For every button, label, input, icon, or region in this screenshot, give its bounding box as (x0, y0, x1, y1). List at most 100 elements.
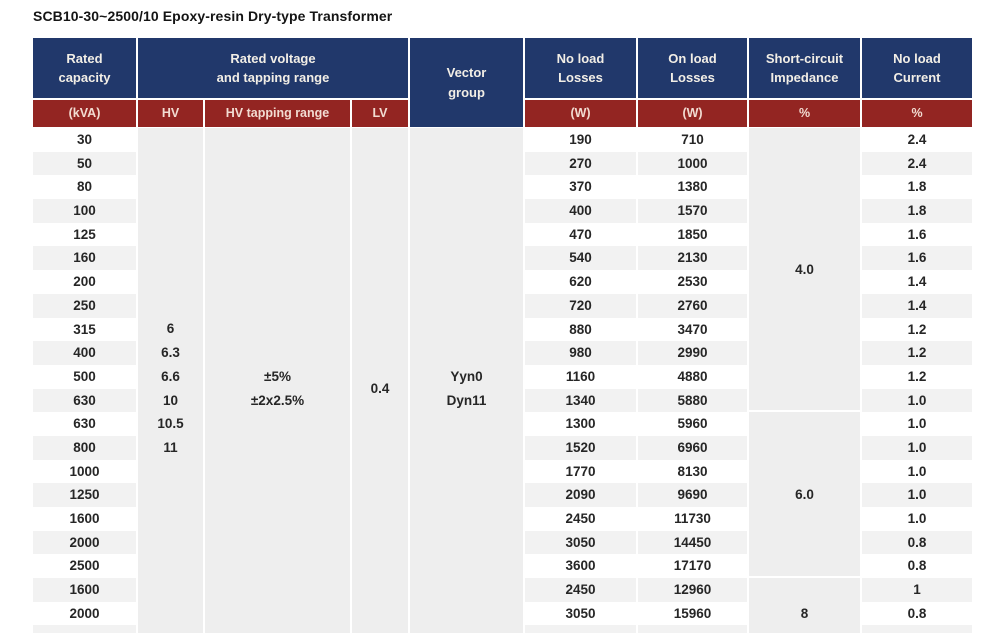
cell-kva: 315 (33, 317, 136, 342)
cell-i0: 1.4 (862, 293, 972, 318)
cell-p0: 400 (525, 199, 636, 223)
cell-pk: 11730 (638, 507, 747, 531)
unit-current-pct: % (861, 99, 973, 128)
cell-p0: 2450 (525, 507, 636, 531)
cell-i0: 1.0 (862, 388, 972, 413)
cell-i0: 1.2 (862, 341, 972, 365)
merged-cell-hv: 6 6.3 6.6 10 10.5 11 (137, 128, 204, 633)
unit-hv: HV (137, 99, 204, 128)
table-header: Rated capacity Rated voltage and tapping… (32, 37, 973, 128)
cell-kva: 200 (33, 270, 136, 294)
cell-p0: 880 (525, 317, 636, 342)
cell-kva: 630 (33, 388, 136, 413)
cell-pk: 15960 (638, 601, 747, 626)
cell-pk: 17170 (638, 554, 747, 579)
merged-cell-line: 10 (162, 392, 179, 408)
merged-cell-line: Dyn11 (446, 392, 487, 408)
cell-p0: 720 (525, 293, 636, 318)
cell-pk: 2530 (638, 270, 747, 294)
cell-i0: 1.0 (862, 412, 972, 436)
column-rated-capacity: 30 50 80 100 125 160 200 250 315 400 500 630 630 800 1… (32, 128, 137, 633)
cell-p0: 1160 (525, 364, 636, 389)
header-rated-voltage: Rated voltage and tapping range (137, 37, 409, 99)
cell-i0: 0.8 (862, 554, 972, 579)
merged-cell-line: 10.5 (157, 416, 184, 432)
cell-i0: 1.4 (862, 270, 972, 294)
header-rated-capacity: Rated capacity (32, 37, 137, 99)
unit-no-load-w: (W) (524, 99, 637, 128)
merged-cell-line: ±5% (264, 368, 291, 384)
cell-pk: 14450 (638, 530, 747, 555)
cell-i0: 1 (862, 578, 972, 602)
cell-kva: 30 (33, 128, 136, 152)
unit-hv-tapping-range: HV tapping range (204, 99, 351, 128)
cell-p0: 470 (525, 222, 636, 247)
impedance-group-cell: 4.0 (749, 128, 860, 413)
cell-kva: 1000 (33, 459, 136, 484)
header-short-circuit-impedance: Short-circuit Impedance (748, 37, 861, 99)
cell-pk: 12960 (638, 578, 747, 602)
cell-kva: 160 (33, 246, 136, 271)
cell-p0: 540 (525, 246, 636, 271)
cell-kva: 250 (33, 293, 136, 318)
cell-p0: 1520 (525, 435, 636, 460)
cell-pk: 9690 (638, 483, 747, 507)
cell-p0: 270 (525, 151, 636, 176)
cell-i0: 1.2 (862, 317, 972, 342)
cell-i0: 1.2 (862, 364, 972, 389)
column-on-load-losses: 710 1000 1380 1570 1850 2130 2530 2760 3470 2990 4… (637, 128, 748, 633)
cell-kva: 1600 (33, 578, 136, 602)
cell-kva: 1250 (33, 483, 136, 507)
cell-p0: 3050 (525, 530, 636, 555)
column-no-load-current: 2.4 2.4 1.8 1.8 1.6 1.6 1.4 1.4 1.2 1.2 1.2 1.0 1.0 1… (861, 128, 973, 633)
cell-kva: 400 (33, 341, 136, 365)
cell-pk: 8130 (638, 459, 747, 484)
merged-cell-line: Yyn0 (450, 368, 483, 384)
cell-kva: 80 (33, 175, 136, 200)
column-no-load-losses: 190 270 370 400 470 540 620 720 880 980 1160 1340 13… (524, 128, 637, 633)
cell-kva: 500 (33, 364, 136, 389)
cell-i0: 1.0 (862, 483, 972, 507)
cell-p0: 1340 (525, 388, 636, 413)
cell-kva: 630 (33, 412, 136, 436)
cell-kva: 800 (33, 435, 136, 460)
cell-kva: 50 (33, 151, 136, 176)
cell-i0: 1.0 (862, 507, 972, 531)
cell-p0: 3050 (525, 601, 636, 626)
cell-pk: 5880 (638, 388, 747, 413)
cell-kva: 1600 (33, 507, 136, 531)
transformer-spec-table: Rated capacity Rated voltage and tapping… (32, 37, 973, 633)
table-body: 30 50 80 100 125 160 200 250 315 400 500 630 630 800 1… (32, 128, 973, 633)
cell-i0: 1.0 (862, 435, 972, 460)
cell-p0: 1300 (525, 412, 636, 436)
cell-pk: 6960 (638, 435, 747, 460)
merged-cell-vector-group: Yyn0 Dyn11 (409, 128, 524, 633)
cell-p0: 2090 (525, 483, 636, 507)
header-on-load-losses: On load Losses (637, 37, 748, 99)
cell-p0: 620 (525, 270, 636, 294)
cell-pk: 2990 (638, 341, 747, 365)
cell-pk: 710 (638, 128, 747, 152)
cell-pk: 1380 (638, 175, 747, 200)
merged-cell-line: ±2x2.5% (250, 392, 305, 408)
cell-pk: 5960 (638, 412, 747, 436)
cell-kva: 100 (33, 199, 136, 223)
cell-pk: 1000 (638, 151, 747, 176)
merged-cell-line: 0.4 (370, 380, 390, 396)
cell-pk: 2760 (638, 293, 747, 318)
merged-cell-line: 6.6 (161, 368, 180, 384)
cell-i0: 2.4 (862, 128, 972, 152)
impedance-group-cell: 8 (749, 578, 860, 633)
unit-kva: (kVA) (32, 99, 137, 128)
cell-pk: 4880 (638, 364, 747, 389)
cell-p0: 190 (525, 128, 636, 152)
cell-i0: 1.8 (862, 199, 972, 223)
cell-p0: 980 (525, 341, 636, 365)
merged-cell-line: 6.3 (161, 345, 180, 361)
cell-i0: 0.8 (862, 530, 972, 555)
header-no-load-current: No load Current (861, 37, 973, 99)
cell-pk: 1570 (638, 199, 747, 223)
column-short-circuit-impedance: 4.0 6.0 8 (748, 128, 861, 633)
header-no-load-losses: No load Losses (524, 37, 637, 99)
